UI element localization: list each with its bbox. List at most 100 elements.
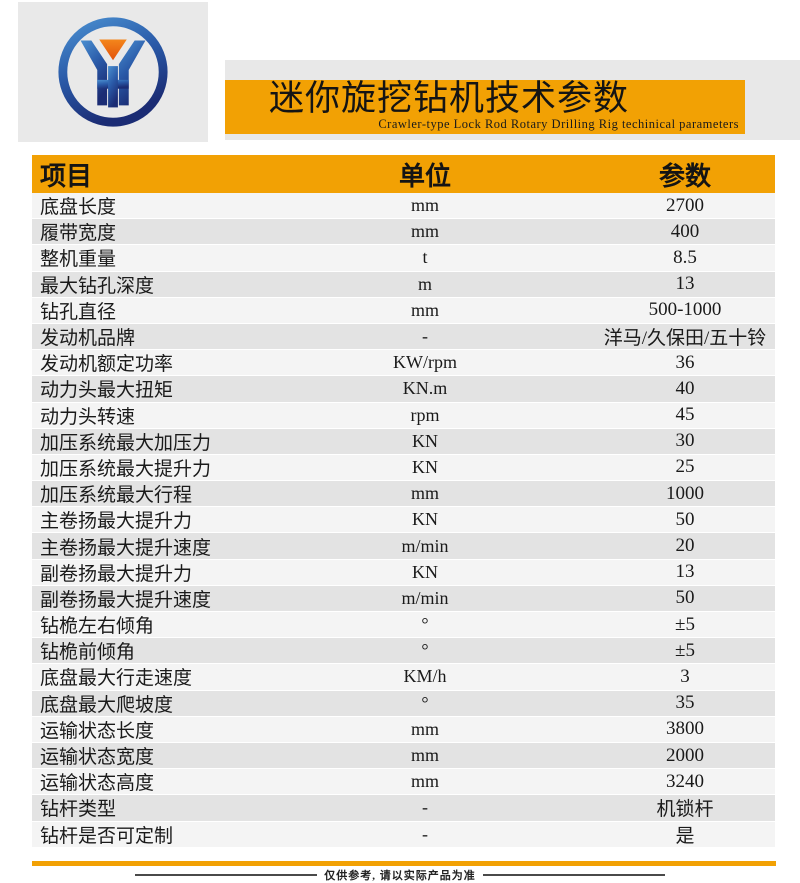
row-unit: mm: [410, 221, 439, 242]
table-row: 发动机额定功率 KW/rpm 36: [32, 350, 775, 377]
row-item-label: 最大钻孔深度: [40, 275, 155, 297]
row-unit: -: [422, 823, 428, 844]
page-subtitle: Crawler-type Lock Rod Rotary Drilling Ri…: [378, 117, 739, 131]
row-item-label: 底盘最大爬坡度: [40, 694, 174, 716]
logo-box: [18, 2, 208, 142]
table-row: 加压系统最大提升力 KN 25: [32, 454, 775, 482]
table-row: 运输状态宽度 mm 2000: [32, 742, 775, 770]
row-value: 45: [675, 404, 695, 426]
row-value: 3: [680, 665, 690, 687]
table-header-row: 项目 单位 参数: [32, 155, 775, 193]
row-value: 洋马/久保田/五十铃: [603, 328, 767, 350]
row-item-label: 钻桅左右倾角: [40, 616, 155, 638]
row-value: 400: [670, 220, 700, 242]
row-unit: °: [421, 692, 429, 713]
header-item: 项目: [40, 161, 93, 191]
row-item-label: 加压系统最大提升力: [40, 458, 212, 480]
row-unit: m/min: [401, 587, 449, 608]
table-row: 运输状态高度 mm 3240: [32, 769, 775, 796]
row-value: 35: [675, 692, 695, 714]
row-unit: mm: [410, 299, 439, 320]
row-unit: -: [422, 326, 428, 347]
footer-line-left: [135, 874, 318, 876]
row-value: 3800: [666, 718, 704, 740]
row-item-label: 动力头最大扭矩: [40, 380, 174, 402]
table-row: 钻孔直径 mm 500-1000: [32, 297, 775, 324]
row-item-label: 副卷扬最大提升力: [40, 563, 193, 585]
yh-monogram-logo-icon: [58, 17, 168, 127]
footer-note: 仅供参考, 请以实际产品为准: [324, 870, 476, 882]
spec-table: 项目 单位 参数 底盘长度 mm 2700 履带宽度 mm 400 整机重量 t…: [32, 155, 775, 848]
row-unit: mm: [410, 745, 439, 766]
row-unit: °: [421, 614, 429, 635]
row-unit: °: [421, 640, 429, 661]
row-item-label: 发动机额定功率: [40, 354, 174, 376]
row-unit: KW/rpm: [393, 352, 457, 373]
row-unit: KN: [412, 509, 438, 530]
row-item-label: 发动机品牌: [40, 328, 136, 350]
logo-ring: [58, 17, 168, 127]
row-value: 40: [675, 377, 695, 399]
table-row: 底盘最大爬坡度 ° 35: [32, 690, 775, 717]
row-unit: mm: [410, 718, 439, 739]
row-value: 20: [675, 535, 695, 557]
row-item-label: 钻杆是否可定制: [40, 825, 174, 847]
row-value: 13: [675, 273, 695, 295]
table-row: 副卷扬最大提升力 KN 13: [32, 559, 775, 586]
row-unit: m: [417, 273, 432, 294]
table-row: 钻桅左右倾角 ° ±5: [32, 612, 775, 639]
logo-left-arm: [80, 40, 108, 106]
page-title: 迷你旋挖钻机技术参数: [269, 79, 630, 118]
logo-center-stem: [108, 66, 118, 108]
row-unit: rpm: [410, 404, 440, 425]
row-unit: mm: [410, 483, 439, 504]
row-value: 25: [675, 456, 695, 478]
table-row: 钻杆类型 - 机锁杆: [32, 795, 775, 822]
table-row: 钻桅前倾角 ° ±5: [32, 638, 775, 665]
row-item-label: 运输状态宽度: [40, 747, 155, 769]
row-unit: m/min: [401, 535, 449, 556]
table-row: 整机重量 t 8.5: [32, 245, 775, 272]
table-row: 运输状态长度 mm 3800: [32, 716, 775, 743]
row-item-label: 底盘长度: [40, 197, 117, 219]
row-value: 1000: [666, 482, 704, 504]
row-value: 3240: [666, 770, 704, 792]
row-value: 是: [675, 825, 695, 847]
row-value: 50: [675, 587, 695, 609]
row-item-label: 履带宽度: [40, 223, 117, 245]
table-row: 动力头最大扭矩 KN.m 40: [32, 376, 775, 403]
row-value: 8.5: [673, 246, 697, 268]
row-unit: KN: [412, 561, 438, 582]
row-item-label: 整机重量: [40, 249, 117, 271]
row-unit: KN.m: [402, 378, 448, 399]
header-value: 参数: [658, 161, 711, 191]
row-value: 36: [675, 351, 695, 373]
row-item-label: 加压系统最大行程: [40, 485, 193, 507]
row-value: 2000: [666, 744, 704, 766]
table-row: 主卷扬最大提升速度 m/min 20: [32, 533, 775, 560]
table-body: 底盘长度 mm 2700 履带宽度 mm 400 整机重量 t 8.5 最大钻孔…: [32, 193, 775, 848]
table-row: 最大钻孔深度 m 13: [32, 271, 775, 298]
logo-right-arm: [118, 40, 146, 106]
row-unit: t: [422, 247, 428, 268]
row-item-label: 主卷扬最大提升速度: [40, 537, 212, 559]
row-value: 30: [675, 430, 695, 452]
table-row: 底盘长度 mm 2700: [32, 193, 775, 220]
row-value: 机锁杆: [656, 799, 714, 821]
table-row: 加压系统最大行程 mm 1000: [32, 481, 775, 508]
row-unit: KM/h: [403, 666, 447, 687]
row-item-label: 主卷扬最大提升力: [40, 511, 193, 533]
row-unit: -: [422, 797, 428, 818]
table-row: 加压系统最大加压力 KN 30: [32, 428, 775, 455]
row-value: 13: [675, 561, 695, 583]
row-unit: mm: [410, 195, 439, 216]
row-item-label: 钻桅前倾角: [40, 642, 136, 664]
table-row: 副卷扬最大提升速度 m/min 50: [32, 585, 775, 612]
row-item-label: 钻杆类型: [40, 799, 117, 821]
row-unit: mm: [410, 771, 439, 792]
row-item-label: 动力头转速: [40, 406, 136, 428]
row-item-label: 副卷扬最大提升速度: [40, 589, 212, 611]
table-row: 动力头转速 rpm 45: [32, 402, 775, 429]
footer-line-right: [482, 874, 665, 876]
